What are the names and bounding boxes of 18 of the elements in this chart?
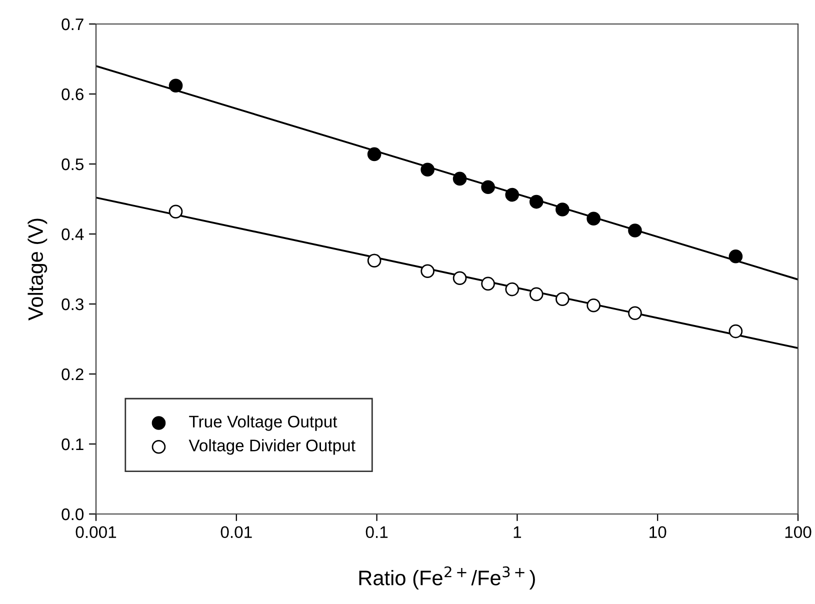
y-tick-label: 0.7 [62,18,84,30]
x-tick-label: 0.001 [76,526,116,538]
x-tick-label: 1 [514,526,522,538]
x-tick-label: 10 [650,526,666,538]
legend-label: True Voltage Output [189,415,338,431]
x-tick-label: 100 [785,526,812,538]
y-tick-label: 0.2 [62,368,84,380]
x-tick-label: 0.1 [366,526,388,538]
y-tick-label: 0.3 [62,298,84,310]
y-axis-title: Voltage (V) [28,218,48,320]
y-tick-label: 0.0 [62,508,84,520]
x-tick-label: 0.01 [220,526,252,538]
y-tick-label: 0.6 [62,88,84,100]
y-tick-label: 0.1 [62,438,84,450]
y-tick-label: 0.5 [62,158,84,170]
y-tick-label: 0.4 [62,228,84,240]
x-axis-title: Ratio (Fe$^{2+}$/Fe$^{3+}$) [359,566,535,590]
legend-label: Voltage Divider Output [188,439,356,455]
